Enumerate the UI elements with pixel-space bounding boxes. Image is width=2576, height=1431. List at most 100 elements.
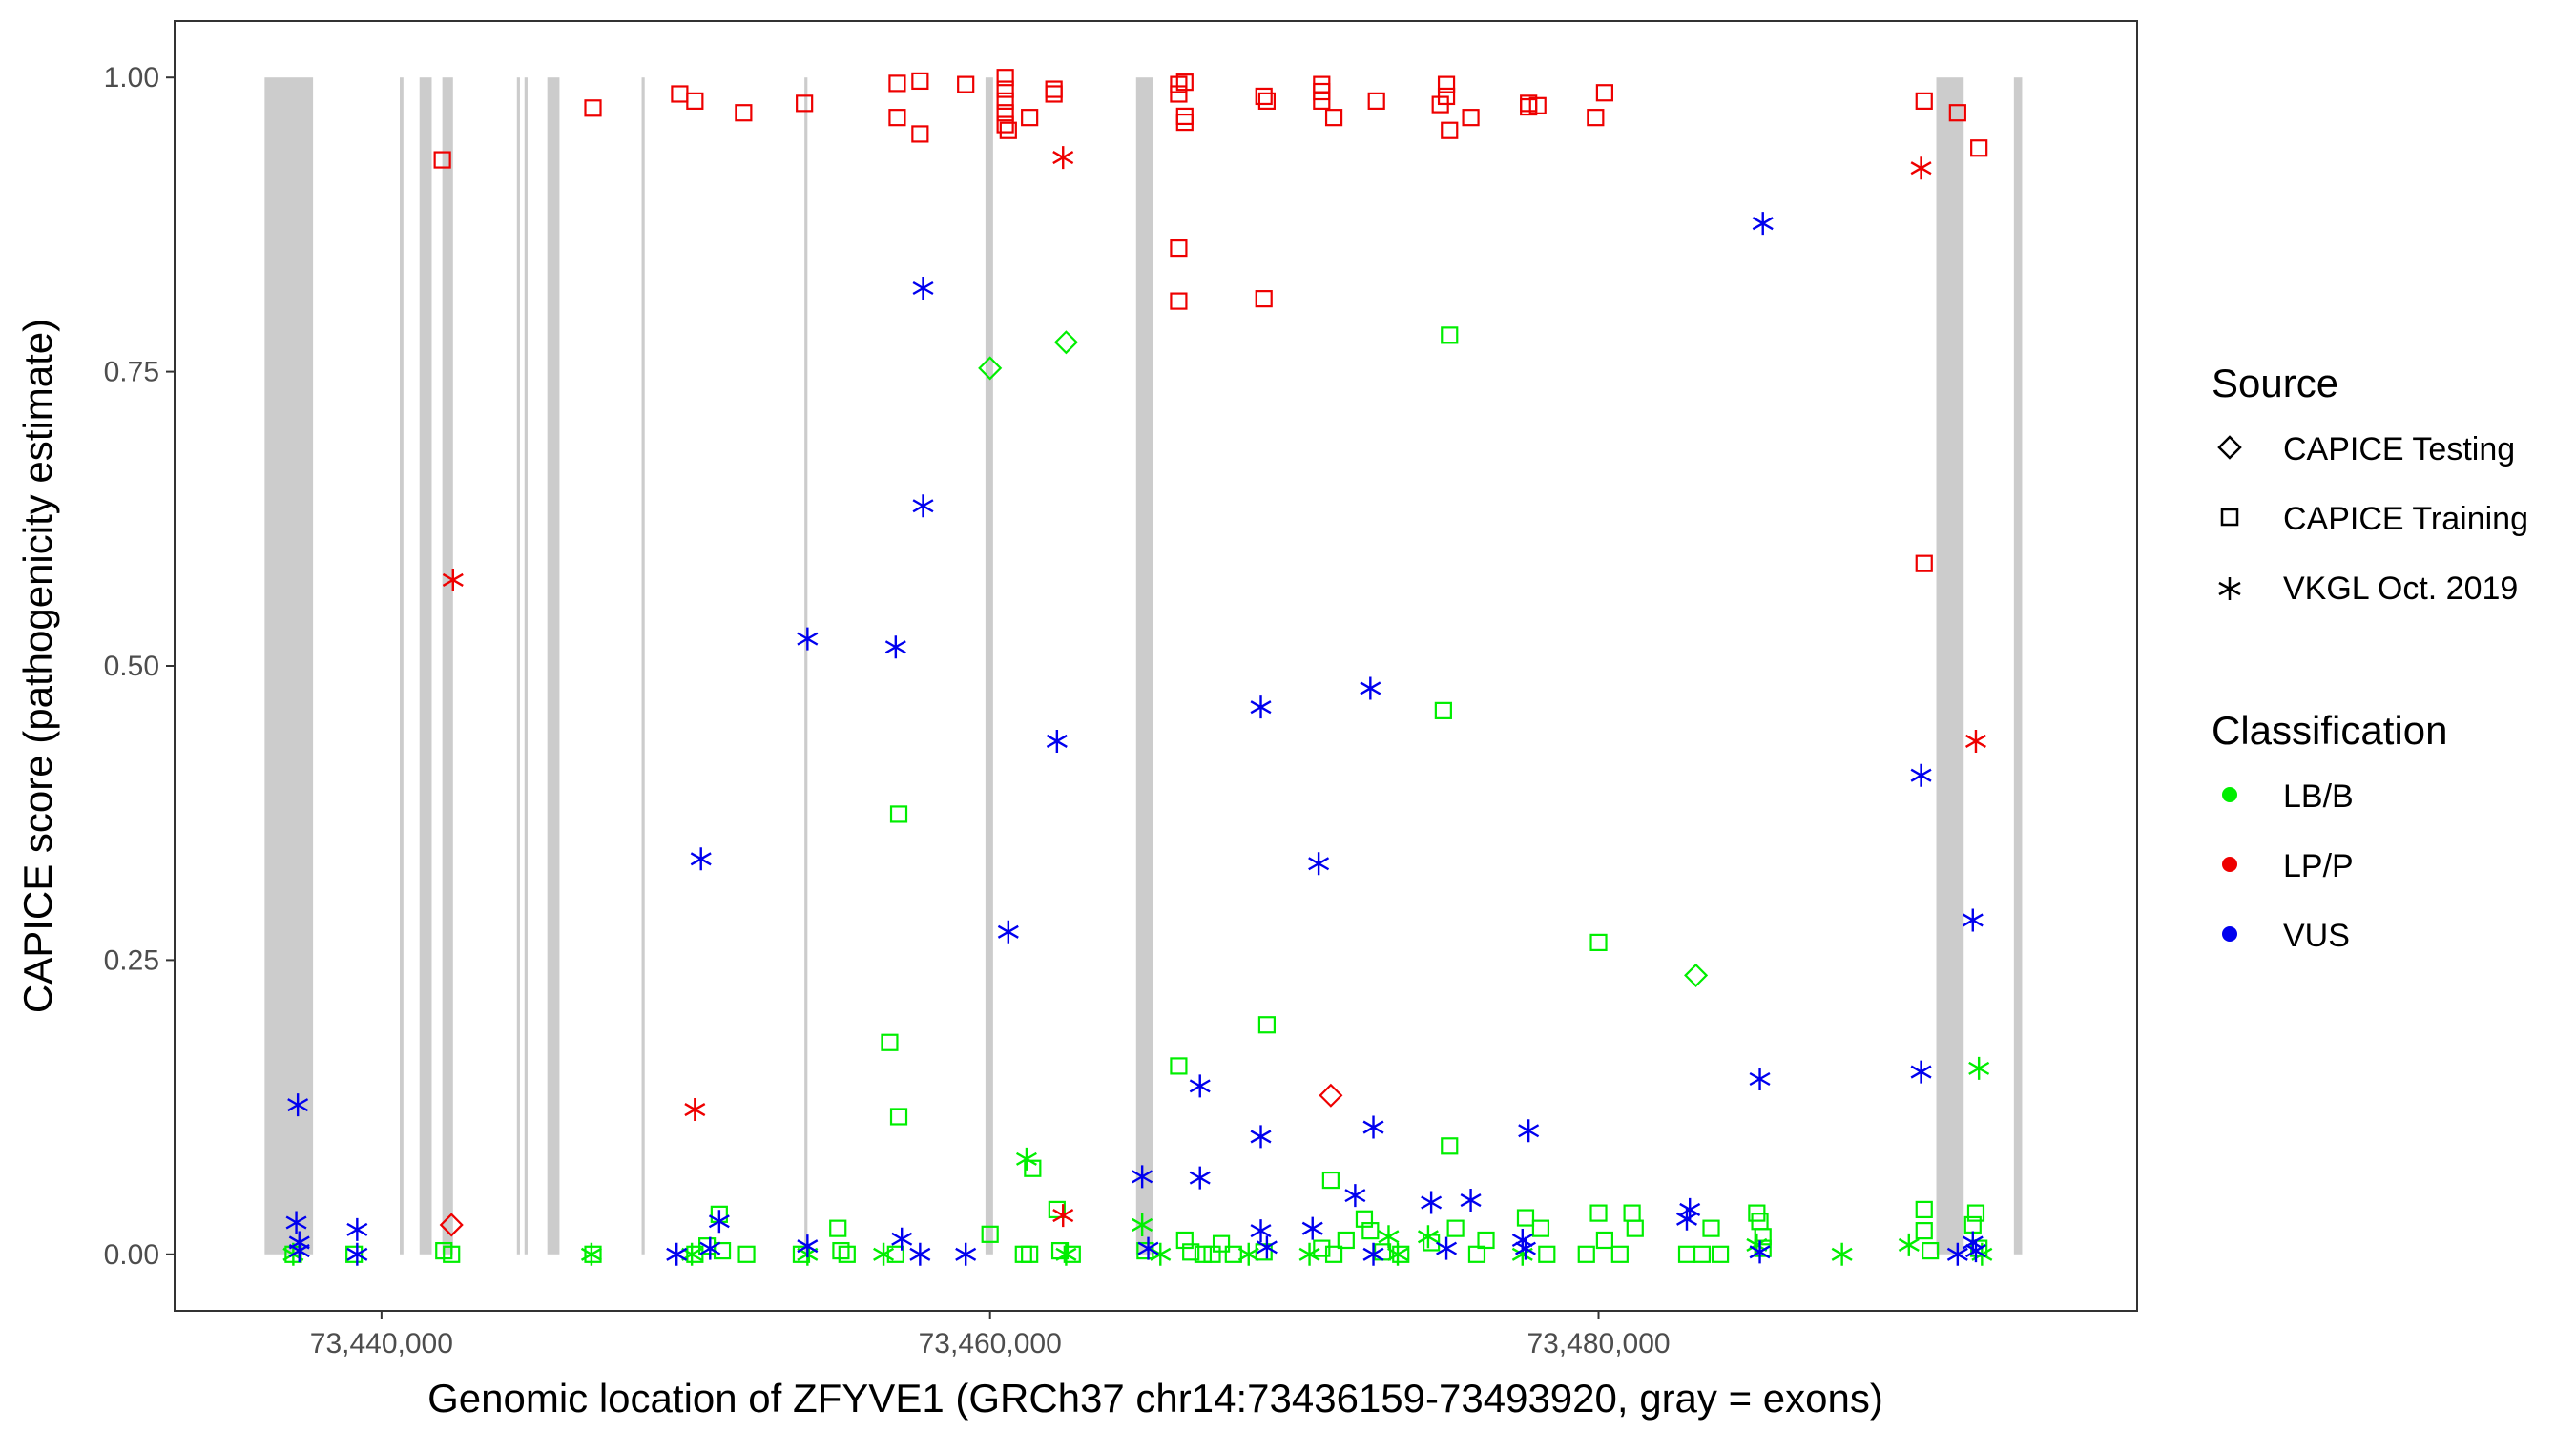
data-point xyxy=(996,69,1014,87)
legend-source-testing: CAPICE Testing xyxy=(2217,431,2515,467)
data-point xyxy=(888,74,906,93)
data-point xyxy=(1915,1222,1933,1240)
data-point xyxy=(832,1241,850,1260)
data-point xyxy=(1387,1242,1409,1266)
data-point xyxy=(1256,1235,1278,1259)
data-point xyxy=(1045,85,1063,103)
exon-band xyxy=(399,77,404,1255)
data-point xyxy=(1436,1236,1458,1260)
data-point xyxy=(1170,75,1188,93)
data-point xyxy=(1538,1245,1556,1263)
data-point xyxy=(1964,1239,1986,1263)
exon-band xyxy=(524,77,528,1255)
data-point xyxy=(888,109,906,127)
y-tick-label: 0.00 xyxy=(104,1239,159,1271)
data-point xyxy=(1257,92,1277,110)
data-point xyxy=(287,1093,309,1117)
y-tick-label: 0.50 xyxy=(104,651,159,682)
data-point xyxy=(1531,1219,1550,1237)
exon-band xyxy=(2013,77,2023,1255)
legend-class-lpp: LP/P xyxy=(2222,848,2354,884)
x-tick-label: 73,460,000 xyxy=(919,1328,1062,1359)
legend-label: LP/P xyxy=(2283,848,2354,884)
exon-band xyxy=(1135,77,1153,1255)
legend: Source CAPICE Testing CAPICE Training VK… xyxy=(2212,361,2528,954)
data-point xyxy=(684,1098,706,1122)
data-point xyxy=(1922,1241,1940,1260)
data-point xyxy=(1324,1245,1343,1263)
data-point xyxy=(1015,1147,1037,1171)
data-point xyxy=(288,1239,310,1263)
data-point xyxy=(1175,73,1194,92)
data-point xyxy=(1589,1204,1608,1222)
data-point xyxy=(1052,1204,1074,1228)
data-point xyxy=(1514,1236,1536,1260)
legend-source-title: Source xyxy=(2212,361,2338,405)
data-point xyxy=(1966,1204,1985,1222)
data-point xyxy=(1224,1245,1242,1263)
data-point xyxy=(735,104,753,122)
data-point xyxy=(1301,1216,1323,1240)
data-point xyxy=(1021,1245,1039,1263)
data-point xyxy=(666,1242,688,1266)
legend-label: CAPICE Testing xyxy=(2283,431,2515,467)
data-point xyxy=(443,1245,461,1263)
exon-band xyxy=(442,77,453,1255)
data-point xyxy=(996,115,1014,134)
data-point xyxy=(580,1242,602,1266)
diamond-icon xyxy=(2217,435,2242,460)
data-point xyxy=(1360,676,1381,700)
data-point xyxy=(838,1245,856,1263)
data-point xyxy=(1175,1231,1194,1250)
data-point xyxy=(1516,1209,1535,1227)
y-tick-label: 0.25 xyxy=(104,944,159,976)
data-point xyxy=(1319,1083,1343,1108)
y-tick-label: 0.75 xyxy=(104,357,159,388)
data-point xyxy=(1203,1245,1221,1263)
data-point xyxy=(999,121,1017,139)
exon-band xyxy=(804,77,808,1255)
data-point xyxy=(1437,87,1456,106)
data-point xyxy=(1021,109,1039,127)
data-point xyxy=(439,1213,464,1237)
data-point xyxy=(1437,75,1456,93)
data-point xyxy=(1361,1222,1380,1240)
data-point xyxy=(1948,104,1966,122)
data-point xyxy=(1589,933,1608,951)
legend-source-training: CAPICE Training xyxy=(2220,501,2528,537)
data-point xyxy=(1417,1225,1439,1249)
square-icon xyxy=(2220,508,2239,527)
data-point xyxy=(584,99,602,117)
data-point xyxy=(737,1245,756,1263)
data-point xyxy=(1910,763,1932,787)
exon-band xyxy=(516,77,520,1255)
data-point xyxy=(1321,1171,1340,1190)
exon-band xyxy=(419,77,432,1255)
legend-label: VKGL Oct. 2019 xyxy=(2283,570,2518,607)
data-point xyxy=(1048,1200,1066,1219)
data-point xyxy=(1434,701,1452,719)
data-point xyxy=(1046,729,1068,753)
data-point xyxy=(1441,326,1459,344)
data-point xyxy=(433,151,451,169)
data-point xyxy=(911,125,929,143)
data-point xyxy=(1189,1166,1211,1190)
data-point xyxy=(881,1033,899,1051)
exon-bands xyxy=(264,77,2023,1255)
plot-background xyxy=(175,21,2137,1311)
data-point xyxy=(1968,1056,1990,1080)
data-point xyxy=(1250,1219,1272,1243)
data-point xyxy=(1024,1159,1042,1177)
data-point xyxy=(1610,1245,1629,1263)
y-tick-label: 1.00 xyxy=(104,62,159,93)
data-point xyxy=(1313,1239,1331,1257)
data-point xyxy=(1237,1242,1259,1266)
data-point xyxy=(1693,1245,1712,1263)
data-point xyxy=(1460,1189,1482,1213)
data-point xyxy=(891,1227,913,1251)
data-point xyxy=(1946,1242,1968,1266)
data-point xyxy=(997,920,1019,944)
data-point xyxy=(996,80,1014,98)
data-point xyxy=(1970,139,1988,157)
exon-band xyxy=(264,77,314,1255)
